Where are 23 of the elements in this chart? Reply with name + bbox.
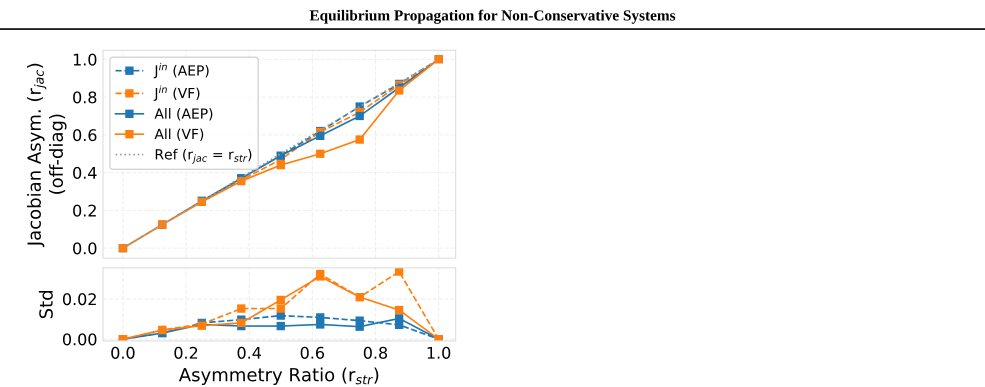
text: Jacobian Asym. (r$_{jac}$) (off-diag) — [26, 64, 67, 248]
y-tick-label: 0.8 — [73, 91, 96, 104]
x-tick-label: 0.8 — [364, 346, 388, 359]
y-tick-label: 1.0 — [74, 54, 96, 66]
y-tick-label: 0.6 — [73, 129, 96, 142]
x-tick-label: 0.4 — [238, 346, 261, 359]
y-axis-title: Std — [38, 291, 53, 318]
y-tick-label: 0.00 — [62, 333, 96, 346]
legend-label: J$^{in}$ (AEP) — [154, 62, 209, 78]
x-tick-label: 0.0 — [111, 346, 135, 359]
legend-label: Ref (r$_{jac}$ = r$_{str}$) — [156, 148, 252, 164]
x-tick-label: 1.0 — [428, 346, 450, 359]
x-tick-label: 0.2 — [174, 346, 198, 359]
x-axis-title: Asymmetry Ratio (r$_{str}$) — [178, 368, 378, 385]
legend-label: All (AEP) — [154, 108, 212, 120]
y-tick-label: 0.4 — [73, 166, 97, 179]
text: Equilibrium Propagation for Non-Conservative Systems — [310, 10, 676, 24]
y-tick-label: 0.0 — [73, 242, 96, 254]
legend-label: J$^{in}$ (VF) — [154, 85, 200, 101]
y-tick-label: 0.2 — [73, 204, 96, 217]
y-tick-label: 0.02 — [62, 293, 96, 306]
legend-label: All (VF) — [154, 128, 204, 141]
x-tick-label: 0.6 — [300, 346, 324, 359]
